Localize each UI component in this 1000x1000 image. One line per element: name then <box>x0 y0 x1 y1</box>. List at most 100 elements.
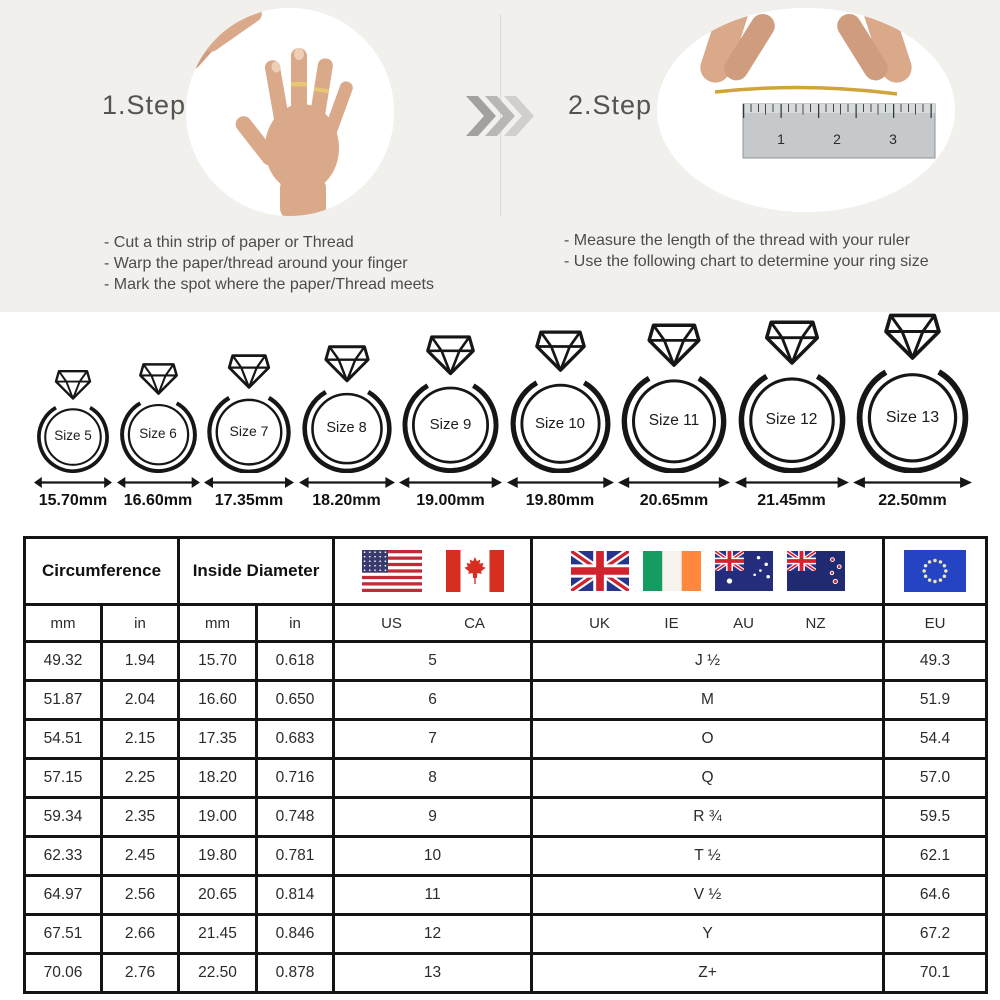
cell: 8 <box>332 757 534 799</box>
cell: 21.45 <box>177 913 258 955</box>
cell: 20.65 <box>177 874 258 916</box>
cell: 57.0 <box>882 757 989 799</box>
size-conversion-table-wrap: Circumference Inside Diameter <box>23 536 1000 994</box>
uk-label: UK <box>589 614 610 632</box>
ring-icon <box>737 319 847 473</box>
cell: 7 <box>332 718 534 760</box>
diameter-value: 17.35mm <box>214 492 284 509</box>
cell: 2.45 <box>100 835 180 877</box>
cell: 67.2 <box>882 913 989 955</box>
cell: 57.15 <box>23 757 103 799</box>
ring-diagram-size-6: Size 6 16.60mm <box>116 362 200 510</box>
ring-size-label: Size 8 <box>326 420 367 437</box>
table-row: 57.15 2.25 18.20 0.716 8 Q 57.0 <box>23 757 989 799</box>
cell: 59.34 <box>23 796 103 838</box>
circumference-header: Circumference <box>23 536 180 606</box>
instruction-line: - Measure the length of the thread with … <box>564 232 910 249</box>
thread-icon <box>714 85 898 96</box>
cell: 62.33 <box>23 835 103 877</box>
ring-icon <box>401 334 500 473</box>
us-ca-labels-cell: US CA <box>332 603 534 643</box>
table-row: 54.51 2.15 17.35 0.683 7 O 54.4 <box>23 718 989 760</box>
cell: 16.60 <box>177 679 258 721</box>
cell: 15.70 <box>177 640 258 682</box>
ca-label: CA <box>464 614 485 632</box>
ring-icon <box>509 329 612 473</box>
cell: 18.20 <box>177 757 258 799</box>
cell: 2.25 <box>100 757 180 799</box>
cell: Z+ <box>530 952 886 994</box>
instruction-line: - Cut a thin strip of paper or Thread <box>104 234 354 251</box>
ring-diagram-size-8: Size 8 18.20mm <box>298 344 395 510</box>
au-label: AU <box>733 614 754 632</box>
ring-icon <box>36 369 110 473</box>
cell: 59.5 <box>882 796 989 838</box>
step2-photo: 1 2 3 <box>657 8 955 212</box>
step2-instructions: - Measure the length of the thread with … <box>564 230 929 272</box>
eu-label: EU <box>882 603 989 643</box>
cell: 2.56 <box>100 874 180 916</box>
cell: O <box>530 718 886 760</box>
us-flag-icon <box>361 550 422 592</box>
ie-flag-icon <box>642 551 701 591</box>
ring-diagram-size-12: Size 12 21.45mm <box>734 319 849 510</box>
ring-diagram-size-13: Size 13 22.50mm <box>853 312 972 510</box>
eu-flag-icon <box>904 550 967 592</box>
table-row: 67.51 2.66 21.45 0.846 12 Y 67.2 <box>23 913 989 955</box>
cell: 9 <box>332 796 534 838</box>
diameter-value: 19.00mm <box>416 492 485 509</box>
section-divider <box>500 14 501 216</box>
diameter-arrow-icon <box>853 476 972 489</box>
table-row: 64.97 2.56 20.65 0.814 11 V ½ 64.6 <box>23 874 989 916</box>
diameter-value: 15.70mm <box>38 492 108 509</box>
cell: 10 <box>332 835 534 877</box>
inside-diameter-header: Inside Diameter <box>176 536 336 606</box>
ca-flag-icon <box>445 550 504 592</box>
cell: 2.15 <box>100 718 180 760</box>
ring-icon <box>118 362 198 473</box>
cell: R ¾ <box>530 796 886 838</box>
cell: 22.50 <box>177 952 258 994</box>
cell: 2.76 <box>100 952 180 994</box>
ruler-icon: 1 2 3 <box>742 103 936 159</box>
hand-with-rings-icon <box>186 8 394 216</box>
ring-diagram-size-10: Size 10 19.80mm <box>506 329 614 510</box>
table-subheader-row: mm in mm in US CA UK IE AU <box>23 603 989 643</box>
uk-ie-au-nz-labels-cell: UK IE AU NZ <box>530 603 886 643</box>
diameter-value: 18.20mm <box>312 492 381 509</box>
cell: 64.6 <box>882 874 989 916</box>
diameter-arrow-icon <box>399 476 502 489</box>
circ-mm-header: mm <box>23 603 103 643</box>
table-row: 51.87 2.04 16.60 0.650 6 M 51.9 <box>23 679 989 721</box>
how-to-measure-section: 1.Step - Cut a thin strip of paper or T <box>0 0 1000 312</box>
cell: 0.748 <box>254 796 336 838</box>
diameter-arrow-icon <box>506 476 614 489</box>
diameter-value: 21.45mm <box>757 492 826 509</box>
dia-mm-header: mm <box>177 603 258 643</box>
cell: 0.650 <box>254 679 336 721</box>
cell: 67.51 <box>23 913 103 955</box>
diameter-arrow-icon <box>204 476 294 489</box>
cell: Y <box>530 913 886 955</box>
cell: 0.878 <box>254 952 336 994</box>
ring-size-label: Size 9 <box>429 416 472 434</box>
table-row: 70.06 2.76 22.50 0.878 13 Z+ 70.1 <box>23 952 989 994</box>
cell: 54.51 <box>23 718 103 760</box>
cell: 6 <box>332 679 534 721</box>
ring-diameter-diagrams: Size 5 15.70mm Size 6 16.60mm Size 7 17.… <box>0 312 1000 512</box>
ring-diagram-size-5: Size 5 15.70mm <box>34 369 112 510</box>
cell: V ½ <box>530 874 886 916</box>
cell: 0.683 <box>254 718 336 760</box>
nz-flag-icon <box>787 551 845 591</box>
ring-icon <box>301 344 393 473</box>
ring-size-label: Size 12 <box>765 411 818 428</box>
triple-chevron-right-icon <box>466 96 534 141</box>
svg-text:1: 1 <box>777 131 785 147</box>
uk-ie-au-nz-flags-cell <box>530 536 886 606</box>
ring-size-label: Size 13 <box>885 409 940 426</box>
ie-label: IE <box>664 614 679 632</box>
ring-diagram-size-11: Size 11 20.65mm <box>618 322 730 510</box>
cell: 0.814 <box>254 874 336 916</box>
instruction-line: - Mark the spot where the paper/Thread m… <box>104 276 434 293</box>
cell: 11 <box>332 874 534 916</box>
